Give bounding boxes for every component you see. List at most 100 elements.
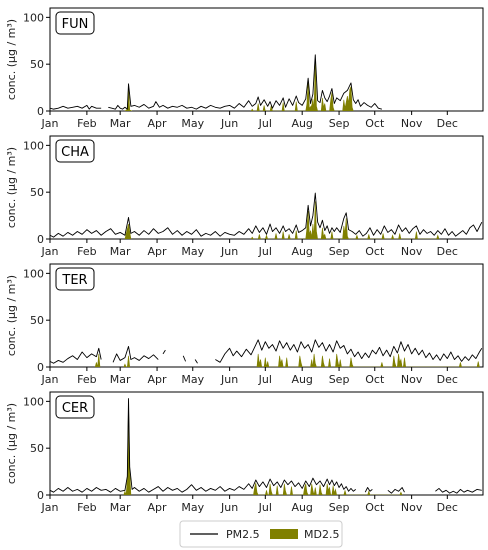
x-tick-label-nov: Nov — [401, 117, 423, 130]
x-tick-label-dec: Dec — [437, 245, 458, 258]
x-tick-label-jan: Jan — [41, 501, 59, 514]
y-tick-label: 50 — [30, 442, 44, 455]
x-tick-label-may: May — [181, 117, 204, 130]
md25-series — [124, 59, 354, 111]
y-tick-label: 50 — [30, 58, 44, 71]
md25-area — [124, 223, 132, 239]
x-tick-label-mar: Mar — [110, 245, 131, 258]
md25-area — [253, 482, 403, 495]
pm25-series — [50, 192, 483, 238]
station-label-box — [55, 395, 95, 419]
x-tick-label-sep: Sep — [329, 373, 350, 386]
x-tick-label-apr: Apr — [148, 501, 168, 514]
panels: 0 50 100 Jan Feb Mar Apr May Jun Jul Aug Sep Oct Nov D… — [5, 7, 484, 514]
x-tick-label-mar: Mar — [110, 117, 131, 130]
y-axis-label: conc. (µg / m³) — [5, 19, 18, 100]
station-label: FUN — [62, 17, 89, 32]
station-label: CER — [62, 401, 88, 416]
pm25-line — [364, 487, 373, 493]
x-tick-label-feb: Feb — [77, 501, 96, 514]
x-tick-label-may: May — [181, 245, 204, 258]
pm25-line — [182, 355, 187, 362]
y-tick-label: 0 — [37, 233, 44, 246]
y-axis-label: conc. (µg / m³) — [5, 275, 18, 356]
x-tick-label-mar: Mar — [110, 373, 131, 386]
y-tick-label: 100 — [23, 395, 44, 408]
x-tick-label-jul: Jul — [258, 245, 272, 258]
pm25-line — [50, 192, 483, 238]
x-tick-label-nov: Nov — [401, 245, 423, 258]
x-tick-label-jan: Jan — [41, 373, 59, 386]
y-tick-label: 100 — [23, 267, 44, 280]
x-tick-label-aug: Aug — [291, 245, 312, 258]
x-tick-label-sep: Sep — [329, 245, 350, 258]
x-tick-label-aug: Aug — [291, 117, 312, 130]
pm25-series — [50, 398, 482, 494]
x-tick-label-jul: Jul — [258, 373, 272, 386]
pm25-line — [194, 359, 198, 364]
md25-area — [250, 59, 354, 111]
x-tick-label-may: May — [181, 501, 204, 514]
y-tick-label: 0 — [37, 489, 44, 502]
x-tick-label-jun: Jun — [220, 245, 238, 258]
y-tick-label: 50 — [30, 314, 44, 327]
panel-ter: 0 50 100 Jan Feb Mar Apr May Jun Jul Aug Sep Oct Nov D… — [5, 263, 484, 386]
x-tick-label-dec: Dec — [437, 501, 458, 514]
x-tick-label-jan: Jan — [41, 245, 59, 258]
y-tick-label: 50 — [30, 186, 44, 199]
pm25-line — [50, 398, 356, 493]
x-tick-label-mar: Mar — [110, 501, 131, 514]
md25-area — [123, 355, 131, 367]
x-tick-label-apr: Apr — [148, 373, 168, 386]
panel-cha: 0 50 100 Jan Feb Mar Apr May Jun Jul Aug Sep Oct Nov D… — [5, 135, 484, 258]
axes-frame — [49, 135, 484, 240]
station-label-box — [55, 267, 95, 291]
x-tick-label-may: May — [181, 373, 204, 386]
x-tick-label-apr: Apr — [148, 117, 168, 130]
y-axis-label: conc. (µg / m³) — [5, 403, 18, 484]
y-axis-label: conc. (µg / m³) — [5, 147, 18, 228]
y-tick-label: 100 — [23, 11, 44, 24]
x-tick-label-sep: Sep — [329, 117, 350, 130]
pm25-line — [215, 339, 483, 363]
md25-area — [94, 353, 101, 367]
x-tick-label-jan: Jan — [41, 117, 59, 130]
x-tick-label-oct: Oct — [365, 373, 385, 386]
x-tick-label-jul: Jul — [258, 501, 272, 514]
axes-frame — [49, 263, 484, 368]
x-tick-label-jun: Jun — [220, 373, 238, 386]
station-label-box — [55, 11, 95, 35]
x-tick-label-aug: Aug — [291, 501, 312, 514]
station-label-box — [55, 139, 95, 163]
x-tick-label-jun: Jun — [220, 501, 238, 514]
x-tick-label-feb: Feb — [77, 245, 96, 258]
panel-fun: 0 50 100 Jan Feb Mar Apr May Jun Jul Aug Sep Oct Nov D… — [5, 7, 484, 130]
x-tick-label-nov: Nov — [401, 501, 423, 514]
y-tick-label: 0 — [37, 105, 44, 118]
x-tick-label-oct: Oct — [365, 117, 385, 130]
legend: PM2.5 MD2.5 — [179, 520, 343, 548]
pm25-line — [50, 347, 102, 364]
x-tick-label-sep: Sep — [329, 501, 350, 514]
pm25-line — [50, 104, 102, 110]
pm25-line — [112, 345, 159, 363]
x-tick-label-nov: Nov — [401, 373, 423, 386]
x-tick-label-feb: Feb — [77, 117, 96, 130]
x-tick-label-oct: Oct — [365, 501, 385, 514]
pm25-series — [50, 54, 383, 110]
md25-series — [123, 401, 403, 495]
panel-cer: 0 50 100 Jan Feb Mar Apr May Jun Jul Aug Sep Oct Nov D… — [5, 391, 484, 514]
pm25-line — [435, 487, 482, 494]
md25-series — [124, 201, 440, 239]
x-tick-label-aug: Aug — [291, 373, 312, 386]
x-tick-label-feb: Feb — [77, 373, 96, 386]
pm25-series — [50, 339, 483, 364]
x-tick-label-dec: Dec — [437, 117, 458, 130]
md25-series — [94, 353, 480, 367]
y-tick-label: 100 — [23, 139, 44, 152]
x-tick-label-jul: Jul — [258, 117, 272, 130]
x-tick-label-jun: Jun — [220, 117, 238, 130]
axes-frame — [49, 391, 484, 496]
y-tick-label: 0 — [37, 361, 44, 374]
